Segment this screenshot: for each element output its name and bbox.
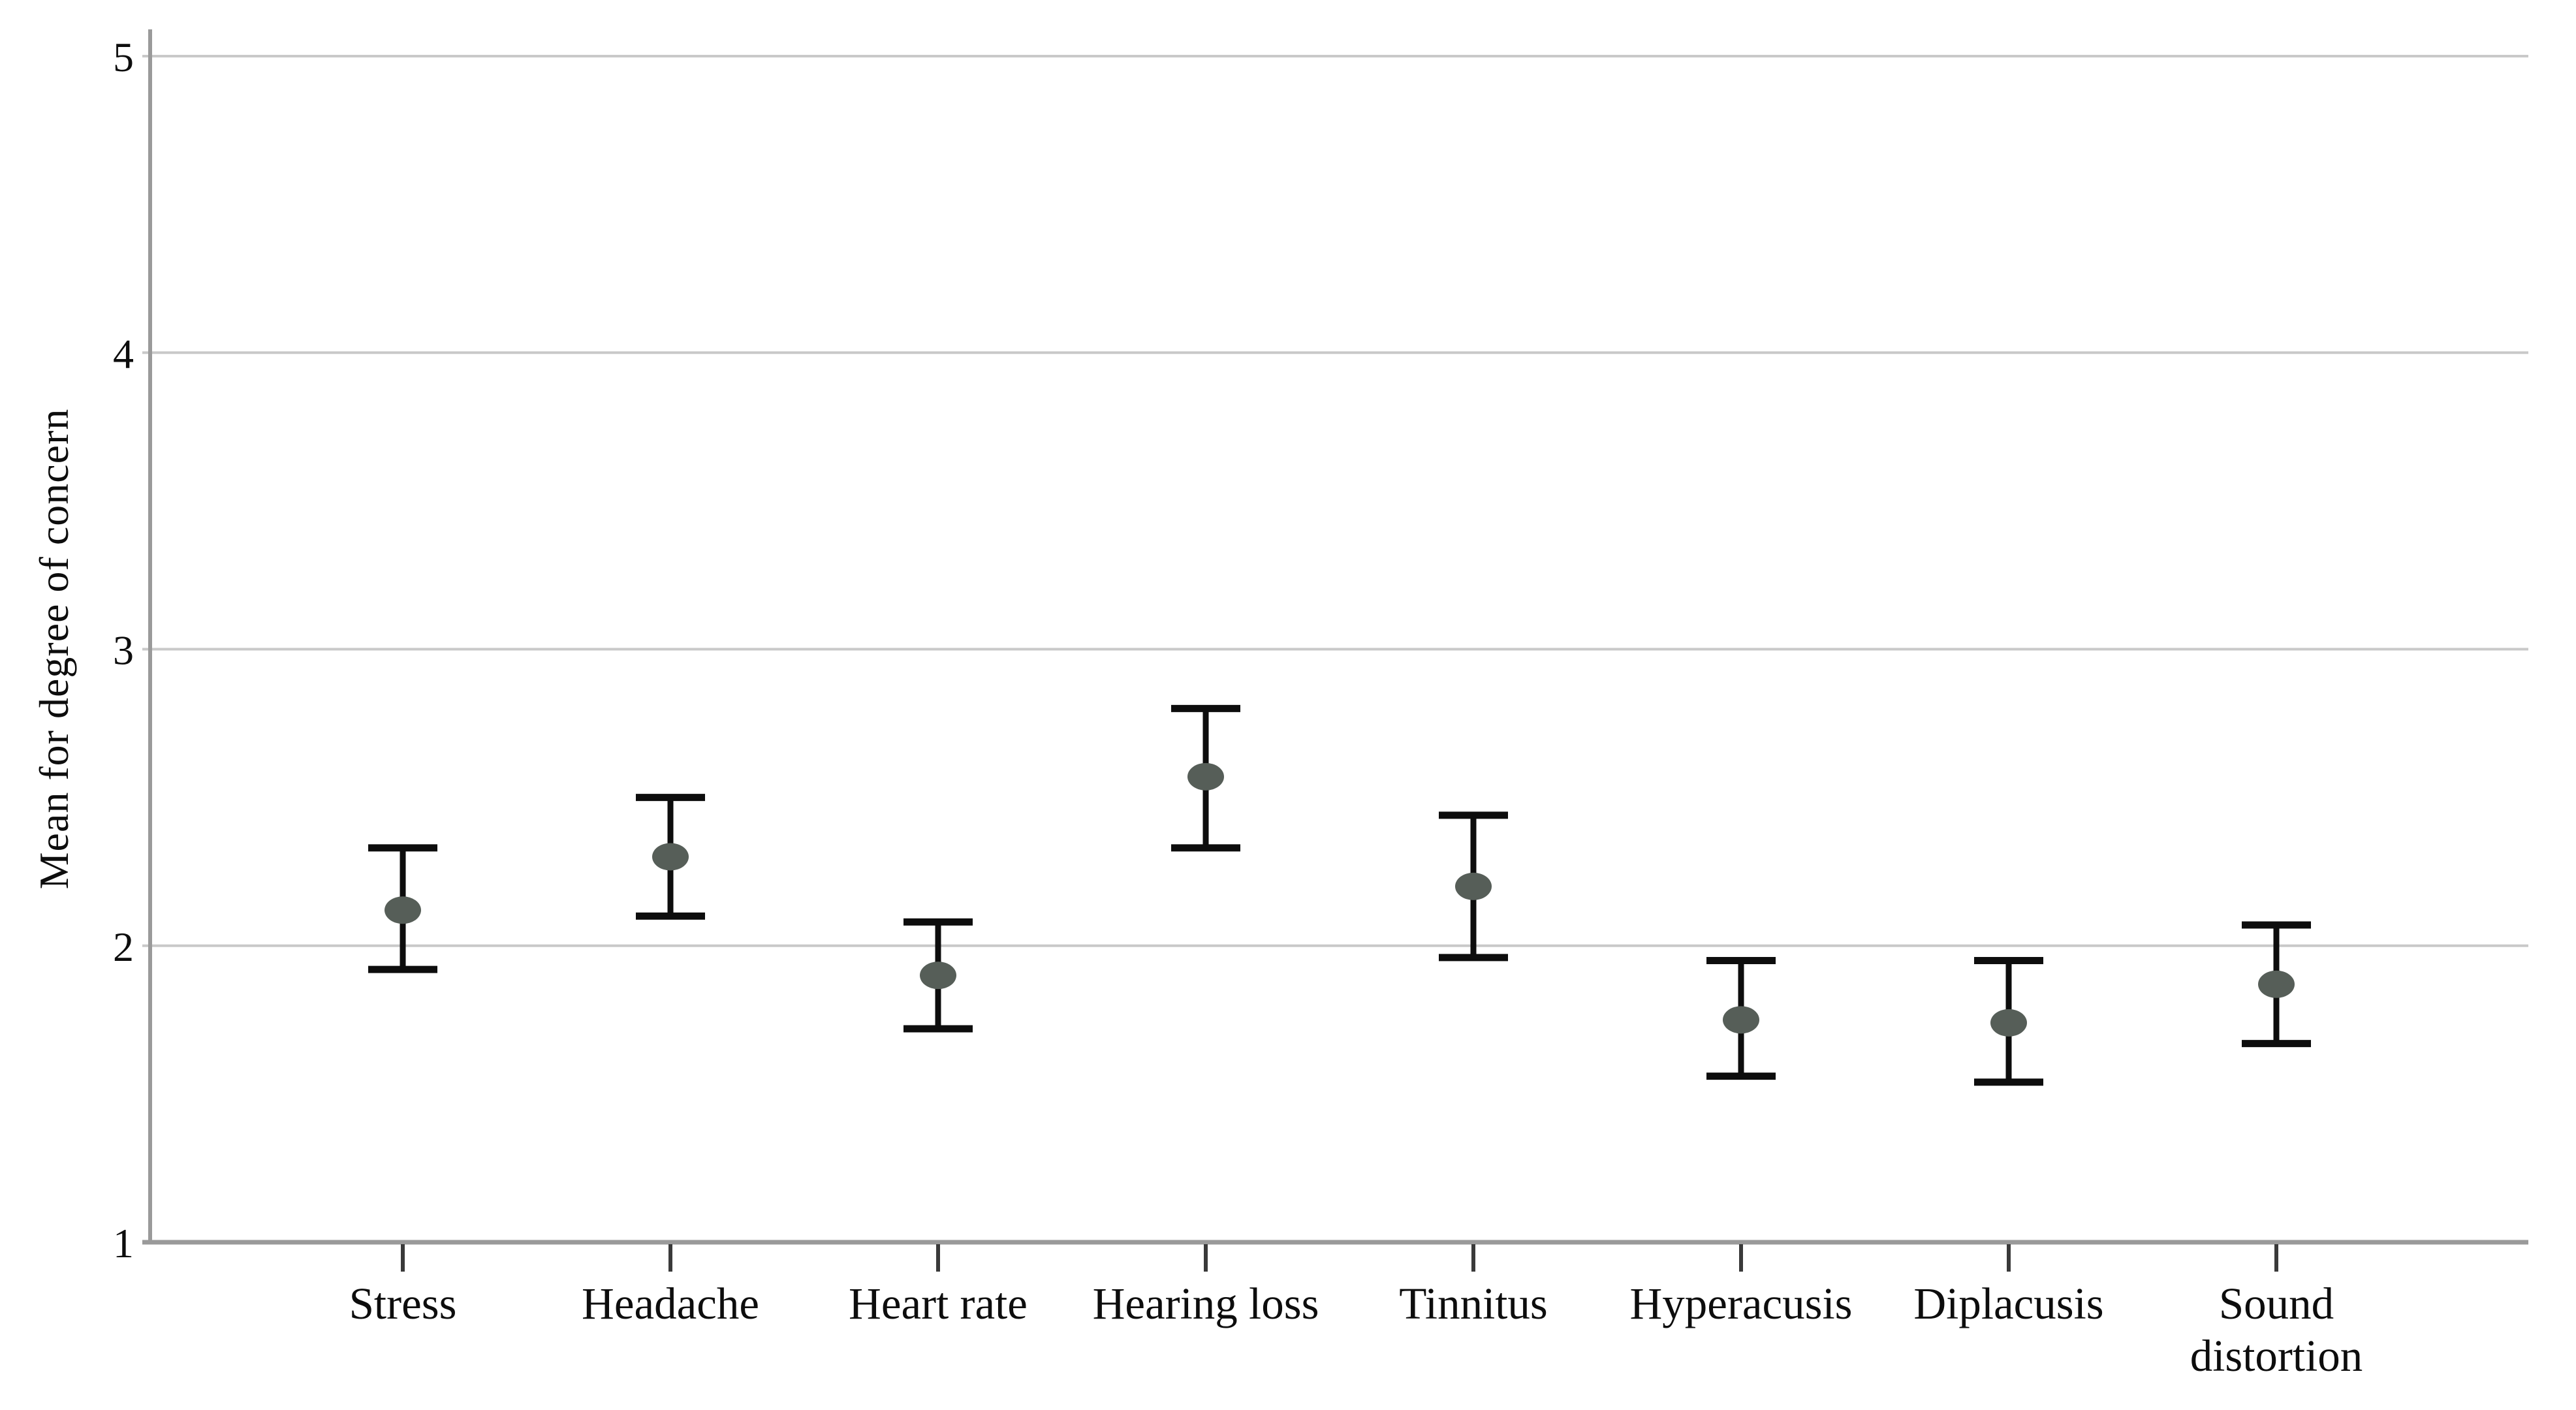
mean-marker [1990,1009,2027,1037]
y-tick-label-4: 4 [113,330,134,377]
y-tick-label-2: 2 [113,924,134,970]
y-tick-label-1: 1 [113,1220,134,1266]
x-tick-label-headache: Headache [582,1279,759,1328]
x-tick-label-sound-distortion: distortion [2190,1331,2363,1381]
error-bar-hyperacusis [1706,956,1776,1080]
x-tick-label-sound-distortion: Sound [2219,1279,2334,1328]
error-bar-series-layer [368,704,2311,1086]
y-tick-labels-layer: 1 2 3 4 5 [113,34,134,1266]
x-tick-labels-layer: Stress Headache Heart rate Hearing loss Tinn… [349,1279,2363,1381]
mean-marker [1187,762,1224,791]
error-bar-diplacusis [1974,956,2043,1086]
mean-marker [920,962,956,990]
x-tick-label-stress: Stress [349,1279,457,1328]
mean-marker [1455,872,1492,900]
error-bar-hearing-loss [1171,704,1240,852]
x-tick-label-diplacusis: Diplacusis [1913,1279,2103,1328]
error-bar-sound-distortion [2242,921,2311,1048]
y-axis-title: Mean for degree of concern [31,409,77,890]
x-tick-label-hyperacusis: Hyperacusis [1629,1279,1852,1328]
error-bar-heart-rate [903,918,973,1033]
mean-marker [385,896,421,924]
error-bar-tinnitus [1439,811,1508,962]
x-tick-label-tinnitus: Tinnitus [1399,1279,1548,1328]
mean-marker [1723,1006,1759,1034]
y-tick-label-3: 3 [113,627,134,674]
x-tick-marks-layer [401,1244,2278,1272]
y-tick-label-5: 5 [113,34,134,80]
mean-marker [652,843,689,871]
error-bar-headache [636,794,705,920]
x-tick-label-hearing-loss: Hearing loss [1093,1279,1319,1328]
x-tick-label-heart-rate: Heart rate [849,1279,1028,1328]
mean-marker [2258,970,2295,998]
error-bar-stress [368,844,437,973]
gridlines-layer [142,55,2528,947]
